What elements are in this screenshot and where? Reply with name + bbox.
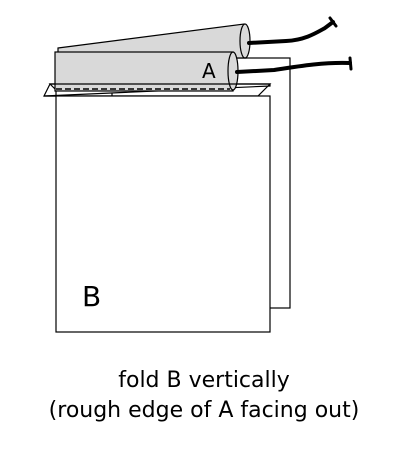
upper-cord-tip-icon [328, 16, 338, 28]
panel-a-roll: A [54, 51, 239, 92]
panel-b-front-sheet [55, 95, 271, 333]
panel-a-cord-tip-icon [348, 56, 353, 71]
upper-cord-icon [247, 20, 335, 45]
caption-line-2: (rough edge of A facing out) [48, 398, 360, 423]
upper-roll-end-icon [239, 23, 251, 59]
caption-line-1: fold B vertically [118, 368, 290, 393]
panel-a-label: A [202, 59, 216, 83]
panel-a-cord-icon [235, 60, 352, 74]
panel-b-label: B [82, 280, 101, 313]
